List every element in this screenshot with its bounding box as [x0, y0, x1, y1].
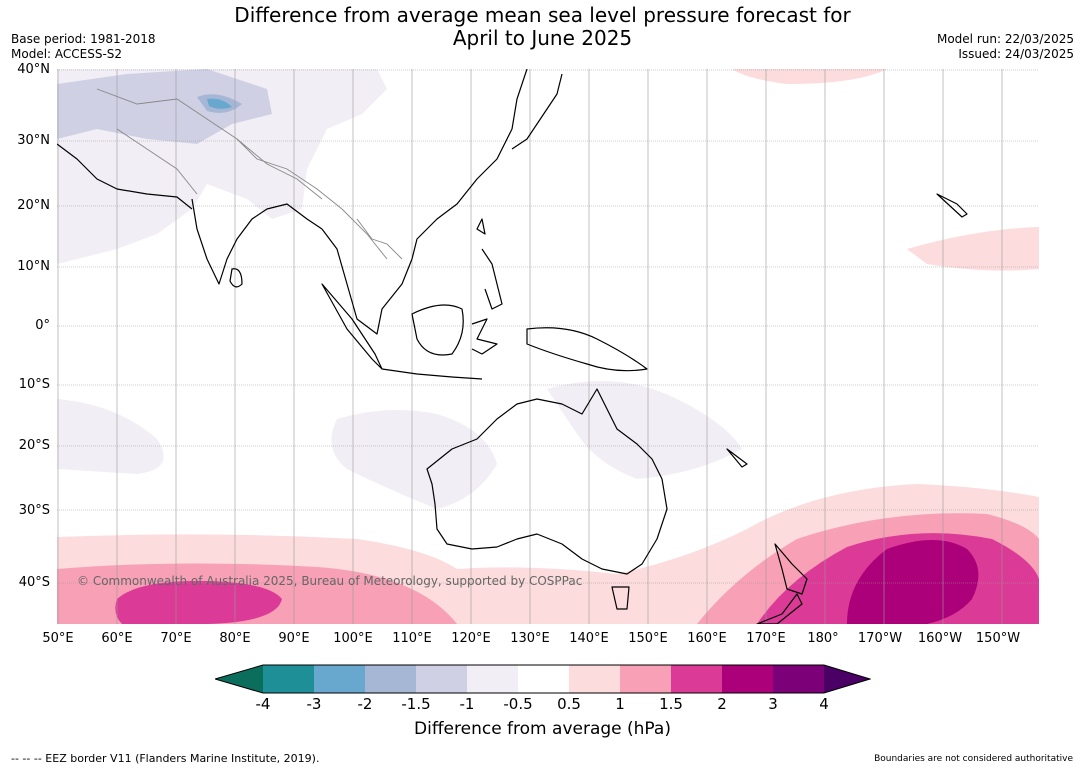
lat-label: 40°S: [18, 575, 50, 590]
model-name: Model: ACCESS-S2: [11, 47, 123, 61]
eez-border-note: -- -- -- EEZ border V11 (Flanders Marine…: [11, 752, 320, 765]
coast-new-guinea: [526, 327, 648, 372]
coast-borneo: [411, 304, 464, 356]
colorbar-segment: [314, 665, 365, 693]
coastlines: [57, 69, 968, 624]
lat-label: 30°N: [17, 133, 50, 148]
coast-philippines: [481, 248, 503, 310]
map-gridlines: [57, 69, 1039, 624]
lon-label: 100°E: [333, 631, 373, 646]
lon-label: 150°E: [628, 631, 668, 646]
lat-label: 30°S: [18, 503, 50, 518]
anomaly-region-east-peak: [847, 540, 979, 624]
lon-label: 80°E: [219, 631, 251, 646]
lat-label: 10°N: [17, 259, 50, 274]
colorbar-tick: 4: [819, 695, 829, 713]
title-line-1: Difference from average mean sea level p…: [234, 3, 851, 27]
coast-japan: [511, 73, 563, 150]
lon-label: 160°E: [687, 631, 727, 646]
boundaries-disclaimer: Boundaries are not considered authoritat…: [874, 754, 1073, 764]
map-panel: [57, 69, 1039, 624]
anomaly-region-indian-ocean-central: [331, 410, 497, 509]
anomaly-region-north-asia-strong: [57, 69, 272, 144]
lon-label: 170°E: [746, 631, 786, 646]
colorbar-segment: [263, 665, 314, 693]
coast-new-caledonia: [726, 448, 748, 468]
anomaly-region-top-right: [732, 69, 887, 84]
lat-label: 40°N: [17, 62, 50, 77]
coast-new-zealand-north: [774, 543, 808, 595]
map-canvas: [57, 69, 1039, 624]
coast-java: [381, 368, 483, 380]
colorbar-tick: 0.5: [557, 695, 581, 713]
lat-label: 0°: [35, 318, 50, 333]
colorbar-tick: -0.5: [503, 695, 533, 713]
lon-label: 170°W: [857, 631, 903, 646]
lon-label: 180°: [807, 631, 839, 646]
lon-label: 50°E: [42, 631, 74, 646]
base-period: Base period: 1981-2018: [11, 32, 156, 46]
coast-tasmania: [611, 586, 630, 610]
colorbar-segment: [467, 665, 518, 693]
colorbar-segment: [671, 665, 722, 693]
lon-label: 140°E: [569, 631, 609, 646]
copyright-notice: © Commonwealth of Australia 2025, Bureau…: [77, 574, 583, 588]
coast-australia: [426, 388, 668, 575]
map-title: Difference from average mean sea level p…: [0, 4, 1085, 50]
colorbar-segment: [722, 665, 773, 693]
issued-date: Issued: 24/03/2025: [958, 47, 1074, 61]
colorbar: [215, 664, 871, 694]
colorbar-segment-min: [215, 665, 263, 693]
colorbar-tick: -2: [357, 695, 373, 713]
lon-label: 110°E: [392, 631, 432, 646]
colorbar-tick: -3: [306, 695, 322, 713]
model-info: Base period: 1981-2018 Model: ACCESS-S2: [11, 32, 156, 62]
anomaly-region-north-pacific: [907, 227, 1039, 271]
coast-india: [191, 198, 323, 285]
colorbar-tick: 1.5: [659, 695, 683, 713]
coast-sulawesi: [471, 318, 498, 355]
colorbar-title: Difference from average (hPa): [414, 719, 671, 739]
lat-label: 10°S: [18, 377, 50, 392]
colorbar-segment: [416, 665, 467, 693]
colorbar-segment-max: [824, 665, 870, 693]
run-info: Model run: 22/03/2025 Issued: 24/03/2025: [937, 32, 1074, 62]
colorbar-segment: [569, 665, 620, 693]
colorbar-tick: -4: [255, 695, 271, 713]
lon-label: 90°E: [278, 631, 310, 646]
lon-label: 120°E: [451, 631, 491, 646]
colorbar-segment: [620, 665, 671, 693]
coast-hawaii: [936, 193, 968, 218]
colorbar-tick: -1.5: [401, 695, 431, 713]
lat-label: 20°N: [17, 198, 50, 213]
anomaly-region-australia-north: [547, 381, 742, 479]
anomaly-region-indian-ocean-west: [57, 399, 164, 474]
colorbar-tick: -1: [459, 695, 475, 713]
title-line-2: April to June 2025: [452, 26, 633, 50]
coast-southeast-asia: [321, 69, 528, 335]
anomaly-region-himalaya-center: [207, 98, 232, 109]
lon-label: 60°E: [101, 631, 133, 646]
lon-label: 150°W: [975, 631, 1021, 646]
colorbar-tick: 3: [768, 695, 778, 713]
colorbar-tick: 2: [717, 695, 727, 713]
colorbar-segment: [365, 665, 416, 693]
coast-new-zealand-south: [756, 593, 803, 624]
lat-label: 20°S: [18, 438, 50, 453]
lon-label: 70°E: [160, 631, 192, 646]
model-run: Model run: 22/03/2025: [936, 32, 1074, 46]
colorbar-segment: [518, 665, 569, 693]
coast-taiwan: [476, 218, 486, 235]
coast-sumatra: [321, 283, 383, 370]
colorbar-outline: [215, 664, 871, 694]
colorbar-segment: [773, 665, 824, 693]
coast-sri-lanka: [229, 268, 243, 288]
lon-label: 160°W: [917, 631, 963, 646]
anomaly-region-west-core: [115, 581, 282, 624]
country-borders: [96, 88, 403, 260]
lon-label: 130°E: [510, 631, 550, 646]
colorbar-tick: 1: [615, 695, 625, 713]
coast-arabia-iran: [57, 143, 193, 210]
